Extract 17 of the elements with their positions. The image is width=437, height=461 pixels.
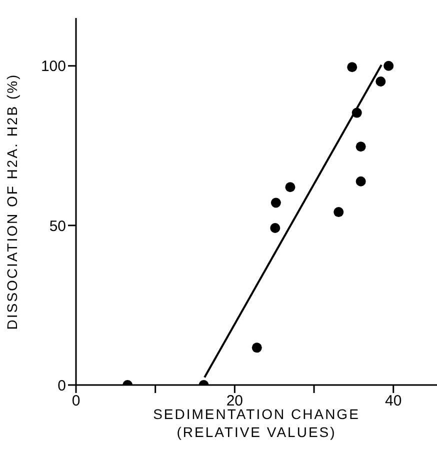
y-tick-label: 100 (40, 58, 66, 76)
point (376, 76, 386, 87)
point (270, 222, 280, 233)
x-tick-label: 0 (72, 392, 80, 410)
point (347, 62, 358, 72)
point (252, 342, 262, 353)
point (352, 108, 362, 118)
point (356, 176, 366, 186)
y-tick-label: 0 (58, 377, 66, 394)
point (334, 207, 344, 218)
y-axis-title: DISSOCIATION OF H2A. H2B (%) (4, 73, 20, 330)
point (270, 198, 281, 208)
point (384, 60, 394, 71)
x-tick-label: 40 (385, 392, 402, 410)
y-tick-label: 50 (49, 218, 66, 235)
point (356, 142, 366, 152)
point (285, 182, 296, 192)
